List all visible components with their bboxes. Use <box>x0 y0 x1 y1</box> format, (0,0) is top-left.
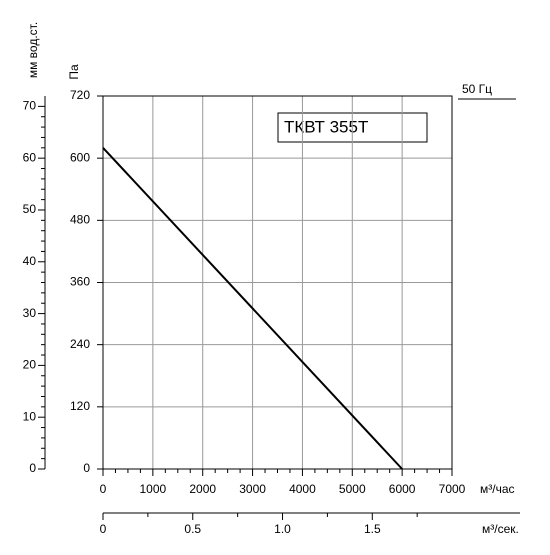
y-tick-label: 600 <box>70 150 90 164</box>
x2-tick-label: 1.0 <box>274 522 291 536</box>
x-tick-label: 4000 <box>289 482 316 496</box>
y2-tick-label: 70 <box>23 99 37 113</box>
y-tick-label: 120 <box>70 399 90 413</box>
x-label: м³/час <box>480 482 515 496</box>
x2-tick-label: 0 <box>100 522 107 536</box>
y2-tick-label: 60 <box>23 150 37 164</box>
y-tick-label: 240 <box>70 337 90 351</box>
x2-tick-label: 1.5 <box>364 522 381 536</box>
x2-label: м³/сек. <box>482 522 519 536</box>
y-tick-label: 480 <box>70 213 90 227</box>
x-tick-label: 6000 <box>389 482 416 496</box>
y2-tick-label: 10 <box>23 409 37 423</box>
y-tick-label: 360 <box>70 275 90 289</box>
x-tick-label: 3000 <box>239 482 266 496</box>
frequency-label: 50 Гц <box>462 82 492 96</box>
x-tick-label: 5000 <box>339 482 366 496</box>
y-label: Па <box>67 64 81 80</box>
x-tick-label: 0 <box>100 482 107 496</box>
y2-tick-label: 30 <box>23 306 37 320</box>
y-tick-label: 720 <box>70 88 90 102</box>
plot-frame <box>102 95 453 470</box>
x2-tick-label: 0.5 <box>184 522 201 536</box>
y2-tick-label: 0 <box>29 461 36 475</box>
x-tick-label: 1000 <box>140 482 167 496</box>
y-tick-label: 0 <box>83 461 90 475</box>
y2-label: мм вод.ст. <box>26 22 40 78</box>
y2-tick-label: 50 <box>23 202 37 216</box>
x-tick-label: 2000 <box>189 482 216 496</box>
y2-tick-label: 20 <box>23 358 37 372</box>
chart-title: ТКВТ 355Т <box>284 117 368 136</box>
curve <box>102 147 403 470</box>
y2-tick-label: 40 <box>23 254 37 268</box>
x-tick-label: 7000 <box>439 482 466 496</box>
